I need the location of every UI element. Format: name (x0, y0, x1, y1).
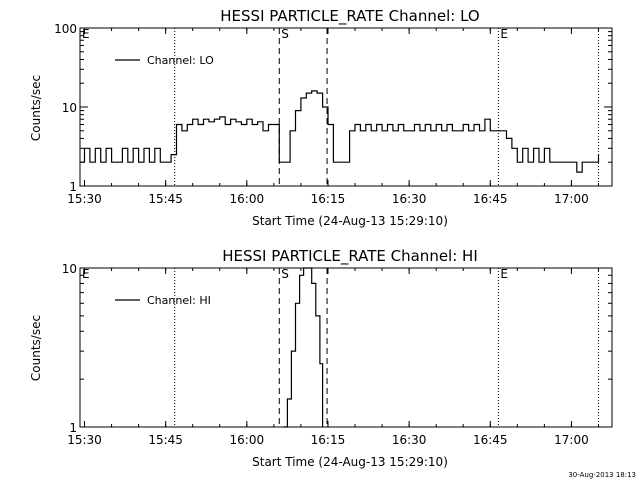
x-tick-label: 15:45 (148, 433, 183, 447)
y-tick-label: 1 (69, 421, 77, 435)
x-tick-label: 15:45 (148, 192, 183, 206)
panel-hi: HESSI PARTICLE_RATE Channel: HI Counts/s… (29, 247, 613, 469)
y-tick-label: 10 (62, 262, 77, 276)
plot-area-lo: 15:30 15:45 16:00 16:15 16:30 16:45 17:00 1 10 10… (54, 22, 613, 206)
marker-label: S (281, 267, 289, 281)
x-tick-label: 16:45 (473, 192, 508, 206)
series-line-hi (283, 267, 324, 428)
x-tick-label: 16:30 (392, 192, 427, 206)
title-lo: HESSI PARTICLE_RATE Channel: LO (220, 7, 479, 26)
ylabel-lo: Counts/sec (29, 75, 43, 141)
title-hi: HESSI PARTICLE_RATE Channel: HI (222, 247, 478, 266)
xlabel-lo: Start Time (24-Aug-13 15:29:10) (252, 214, 448, 228)
plot-area-hi: 15:30 15:45 16:00 16:15 16:30 16:45 17:00 1 10 E S… (62, 262, 613, 447)
x-tick-label: 16:00 (230, 192, 265, 206)
marker-label: E (82, 27, 90, 41)
x-tick-label: 16:15 (311, 192, 346, 206)
marker-label: E (500, 27, 508, 41)
panel-lo: HESSI PARTICLE_RATE Channel: LO Counts/s… (29, 7, 613, 228)
y-tick-label: 1 (69, 180, 77, 194)
series-line-lo (80, 90, 600, 173)
x-tick-label: 15:30 (67, 433, 102, 447)
x-tick-label: 15:30 (67, 192, 102, 206)
marker-label: S (281, 27, 289, 41)
y-tick-label: 100 (54, 22, 77, 36)
marker-label: E (500, 267, 508, 281)
legend-label-lo: Channel: LO (147, 54, 214, 67)
x-tick-label: 17:00 (554, 433, 589, 447)
x-tick-label: 16:45 (473, 433, 508, 447)
x-tick-label: 16:30 (392, 433, 427, 447)
legend-label-hi: Channel: HI (147, 294, 211, 307)
x-tick-label: 17:00 (554, 192, 589, 206)
x-tick-label: 16:00 (230, 433, 265, 447)
marker-label: E (82, 267, 90, 281)
xlabel-hi: Start Time (24-Aug-13 15:29:10) (252, 455, 448, 469)
x-tick-label: 16:15 (311, 433, 346, 447)
footer-timestamp: 30-Aug-2013 18:13 (568, 471, 636, 479)
ylabel-hi: Counts/sec (29, 315, 43, 381)
axes-frame-hi (79, 267, 613, 428)
y-tick-label: 10 (62, 101, 77, 115)
